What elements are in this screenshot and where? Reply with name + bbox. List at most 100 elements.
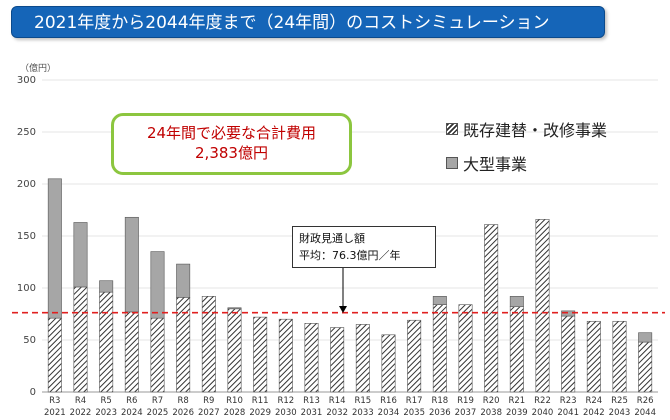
x-tick-era: R26	[637, 396, 654, 406]
bar-large-project	[561, 310, 576, 317]
x-tick-era: R8	[178, 396, 189, 406]
bar-renewal	[176, 297, 191, 393]
bar-renewal	[612, 320, 627, 393]
bar-large-project	[73, 222, 88, 288]
page-title: 2021年度から2044年度まで（24年間）のコストシミュレーション	[11, 6, 605, 38]
bar-large-project	[227, 307, 242, 310]
x-tick-year: 2029	[249, 408, 271, 418]
x-tick-year: 2025	[147, 408, 169, 418]
x-tick-year: 2034	[378, 408, 400, 418]
bar-renewal	[407, 319, 422, 393]
x-tick-year: 2021	[44, 408, 66, 418]
bar-renewal	[355, 324, 370, 393]
bar-renewal	[278, 318, 293, 393]
x-tick-year: 2024	[121, 408, 143, 418]
callout-pointer-head	[339, 306, 347, 313]
x-tick-era: R18	[431, 396, 448, 406]
x-tick-era: R10	[226, 396, 243, 406]
bar-renewal	[47, 317, 62, 393]
bar-large-project	[124, 216, 139, 313]
x-tick-era: R24	[585, 396, 602, 406]
x-tick-year: 2035	[403, 408, 425, 418]
x-tick-year: 2039	[506, 408, 528, 418]
bar-renewal	[304, 323, 319, 393]
x-tick-era: R25	[611, 396, 628, 406]
legend-label-large-project: 大型事業	[463, 155, 528, 174]
bar-renewal	[586, 320, 601, 393]
bar-renewal	[150, 317, 165, 393]
bar-large-project	[638, 332, 653, 343]
y-tick-label: 150	[17, 231, 36, 242]
bar-renewal	[330, 327, 345, 393]
x-tick-era: R23	[560, 396, 577, 406]
total-cost-caption: 24年間で必要な合計費用	[146, 124, 317, 142]
x-tick-era: R17	[406, 396, 423, 406]
x-tick-era: R19	[457, 396, 474, 406]
bar-renewal	[381, 334, 396, 393]
x-tick-year: 2037	[455, 408, 477, 418]
bar-large-project	[99, 280, 114, 293]
y-tick-label: 50	[23, 335, 36, 346]
bar-large-project	[176, 263, 191, 298]
chart-legend: 既存建替・改修事業 大型事業	[446, 112, 607, 180]
bar-large-project	[509, 296, 524, 308]
y-tick-label: 0	[30, 387, 36, 398]
x-tick-year: 2033	[352, 408, 374, 418]
x-tick-era: R12	[277, 396, 294, 406]
bar-renewal	[484, 224, 499, 393]
x-tick-year: 2044	[634, 408, 656, 418]
legend-item-renewal: 既存建替・改修事業	[446, 112, 607, 146]
fiscal-outlook-caption: 財政見通し額	[299, 232, 365, 245]
bar-renewal	[561, 315, 576, 393]
x-tick-era: R5	[101, 396, 112, 406]
x-tick-era: R13	[303, 396, 320, 406]
bar-renewal	[227, 308, 242, 393]
y-unit-label: （億円）	[20, 62, 56, 74]
total-cost-value: 2,383億円	[195, 144, 268, 162]
bar-renewal	[124, 311, 139, 393]
bar-renewal	[73, 286, 88, 393]
x-tick-era: R21	[508, 396, 525, 406]
x-tick-era: R4	[75, 396, 86, 406]
x-tick-year: 2040	[532, 408, 554, 418]
x-tick-era: R15	[354, 396, 371, 406]
x-tick-year: 2043	[609, 408, 631, 418]
total-cost-callout: 24年間で必要な合計費用 2,383億円	[111, 113, 352, 175]
solid-swatch-icon	[446, 157, 458, 169]
fiscal-outlook-average: 平均：76.3億円／年	[299, 249, 401, 262]
bar-renewal	[535, 219, 550, 393]
x-tick-year: 2026	[172, 408, 194, 418]
x-tick-year: 2038	[480, 408, 502, 418]
legend-label-renewal: 既存建替・改修事業	[463, 121, 608, 140]
bar-renewal	[638, 341, 653, 393]
x-tick-era: R22	[534, 396, 551, 406]
x-tick-year: 2041	[557, 408, 579, 418]
hatched-swatch-icon	[446, 123, 458, 135]
fiscal-outlook-callout: 財政見通し額 平均：76.3億円／年	[292, 226, 436, 268]
bar-renewal	[458, 304, 473, 393]
x-tick-era: R14	[329, 396, 346, 406]
x-tick-era: R6	[126, 396, 137, 406]
x-tick-year: 2042	[583, 408, 605, 418]
x-tick-year: 2022	[70, 408, 92, 418]
y-tick-label: 300	[17, 75, 36, 86]
x-tick-era: R16	[380, 396, 397, 406]
bar-renewal	[99, 291, 114, 393]
x-tick-year: 2031	[301, 408, 323, 418]
bar-renewal	[432, 304, 447, 393]
x-tick-year: 2027	[198, 408, 220, 418]
x-tick-year: 2032	[326, 408, 348, 418]
x-tick-year: 2030	[275, 408, 297, 418]
x-tick-year: 2023	[95, 408, 117, 418]
bar-large-project	[150, 251, 165, 319]
legend-item-large-project: 大型事業	[446, 146, 607, 180]
y-tick-label: 200	[17, 179, 36, 190]
bar-large-project	[47, 178, 62, 319]
x-tick-year: 2028	[224, 408, 246, 418]
x-tick-era: R3	[49, 396, 60, 406]
bar-renewal	[509, 306, 524, 393]
y-tick-label: 250	[17, 127, 36, 138]
x-tick-year: 2036	[429, 408, 451, 418]
x-tick-era: R11	[252, 396, 269, 406]
